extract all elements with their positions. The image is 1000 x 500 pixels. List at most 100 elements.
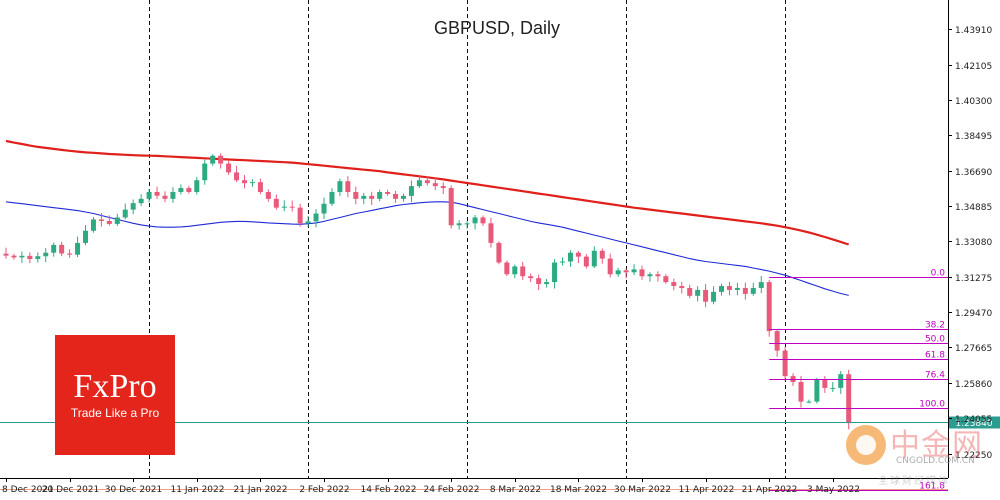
candle-body <box>257 182 263 192</box>
candle-body <box>695 289 701 296</box>
candle <box>750 282 756 296</box>
candle <box>695 286 701 302</box>
candle <box>210 154 216 166</box>
y-tick-label: 1.22250 <box>955 451 992 461</box>
candle <box>234 166 240 183</box>
candle <box>480 215 486 226</box>
y-tick-label: 1.29470 <box>955 309 992 319</box>
candle <box>377 189 383 202</box>
candle <box>154 186 160 199</box>
x-tick-label: 3 May 2022 <box>807 485 860 495</box>
y-tick-label: 1.25860 <box>955 380 992 390</box>
candle-body <box>249 182 255 184</box>
candle-body <box>504 262 510 275</box>
candle-body <box>27 255 33 259</box>
candle <box>464 220 470 229</box>
y-tick-label: 1.36690 <box>955 168 992 178</box>
candle-body <box>703 289 709 302</box>
candle-body <box>544 282 550 285</box>
ma-line-short <box>5 201 849 296</box>
candle <box>520 261 526 281</box>
candle-body <box>210 155 216 164</box>
candle <box>90 216 96 233</box>
x-tick-label: 2 Feb 2022 <box>299 485 349 495</box>
x-tick-label: 11 Jan 2022 <box>171 485 225 495</box>
candle <box>758 275 764 294</box>
candle <box>552 259 558 289</box>
candle-body <box>536 278 542 285</box>
candle-body <box>3 253 9 256</box>
x-tick-label: 14 Feb 2022 <box>360 485 416 495</box>
x-tick-label: 11 Apr 2022 <box>679 485 735 495</box>
candle-body <box>51 244 57 253</box>
candle-body <box>202 163 208 181</box>
candle <box>361 192 367 205</box>
candle <box>766 279 772 337</box>
candle <box>75 236 81 258</box>
candle <box>416 175 422 189</box>
candle <box>639 265 645 280</box>
candle-body <box>663 276 669 283</box>
fxpro-logo: FxPro Trade Like a Pro <box>55 335 175 455</box>
candle-body <box>464 223 470 225</box>
candle <box>51 242 57 257</box>
candle <box>170 187 176 203</box>
candle <box>289 200 295 212</box>
x-tick-label: 18 Mar 2022 <box>550 485 607 495</box>
candle <box>67 249 73 258</box>
candle <box>488 217 494 248</box>
candle <box>43 248 49 263</box>
candle-body <box>528 276 534 279</box>
candle <box>623 268 629 279</box>
candle <box>472 215 478 230</box>
candle <box>663 274 669 284</box>
candle <box>218 153 224 169</box>
candle <box>321 197 327 220</box>
candle <box>106 215 112 226</box>
candle-body <box>631 269 637 273</box>
candle-body <box>154 191 160 196</box>
candle <box>822 376 828 393</box>
candle <box>599 248 605 264</box>
candle-body <box>798 382 804 402</box>
ma-line-long <box>5 139 850 246</box>
candle <box>671 278 677 291</box>
candle <box>631 264 637 276</box>
candle <box>528 273 534 283</box>
grid <box>149 0 786 478</box>
candle-body <box>321 203 327 214</box>
fib-label: 61.8 <box>925 351 945 361</box>
candle <box>814 377 820 404</box>
candle-body <box>472 217 478 224</box>
fibonacci-levels: 0.0 38.2 50.0 61.8 76.4 100.0 161.8 <box>769 269 948 492</box>
candle-body <box>265 191 271 199</box>
candle-body <box>846 374 852 424</box>
candle <box>560 257 565 266</box>
candle-body <box>226 163 232 173</box>
x-tick-label: 30 Dec 2021 <box>105 485 163 495</box>
candle-body <box>583 256 589 267</box>
candle-body <box>552 262 558 283</box>
candle-body <box>186 188 192 192</box>
candle <box>3 247 9 259</box>
candle-body <box>337 181 343 192</box>
candle-body <box>377 191 383 199</box>
candle-body <box>591 250 597 267</box>
candle-body <box>432 183 438 187</box>
candle <box>615 267 621 277</box>
candle-body <box>98 219 104 221</box>
candle <box>19 251 25 263</box>
candle <box>448 185 454 229</box>
candle-body <box>806 401 812 403</box>
candle-body <box>401 195 406 199</box>
candle-body <box>615 270 621 275</box>
candle-body <box>416 180 422 187</box>
candle-body <box>520 266 526 277</box>
fib-label: 38.2 <box>925 321 945 331</box>
candle <box>512 264 518 279</box>
candle-body <box>575 252 581 257</box>
candle <box>408 180 414 203</box>
candle-body <box>67 253 73 255</box>
candle-body <box>742 287 748 294</box>
candle-body <box>385 191 391 194</box>
